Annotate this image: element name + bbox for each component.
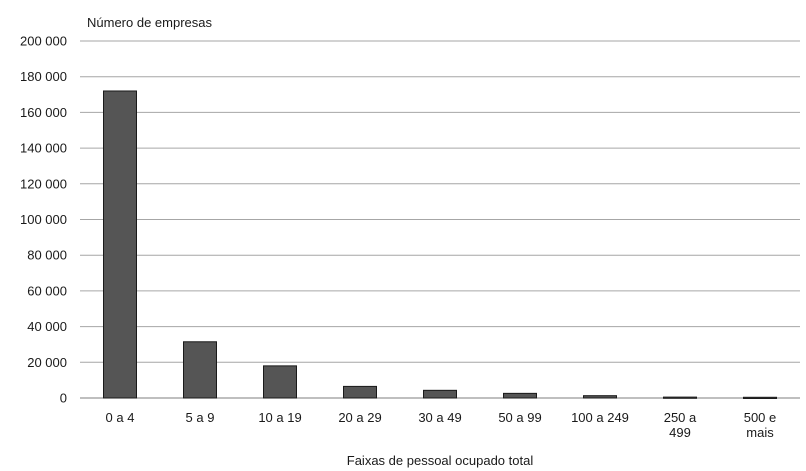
- bar: [503, 392, 537, 399]
- y-tick-label: 40 000: [27, 319, 67, 334]
- y-tick-label: 120 000: [20, 176, 67, 191]
- x-category-label: 30 a 49: [418, 410, 461, 425]
- x-category-label: 10 a 19: [258, 410, 301, 425]
- x-axis-label: Faixas de pessoal ocupado total: [347, 453, 534, 468]
- x-category-labels: 0 a 4 5 a 9 10 a 19 20 a 29 30 a 49 50 a 99 10…: [106, 410, 777, 440]
- x-category-label: 0 a 4: [106, 410, 135, 425]
- bar: [343, 385, 377, 399]
- x-category-label: 20 a 29: [338, 410, 381, 425]
- y-tick-label: 140 000: [20, 141, 67, 156]
- bar: [583, 395, 617, 399]
- y-tick-label: 180 000: [20, 69, 67, 84]
- y-tick-label: 200 000: [20, 34, 67, 49]
- y-tick-label: 100 000: [20, 212, 67, 227]
- bar: [663, 396, 697, 399]
- x-category-label: 500 e mais: [744, 410, 777, 440]
- x-category-label: 50 a 99: [498, 410, 541, 425]
- y-axis-label: Número de empresas: [87, 15, 212, 30]
- y-tick-labels: 0 20 000 40 000 60 000 80 000 100 000 120 000 1…: [20, 34, 67, 406]
- bar: [183, 341, 217, 399]
- y-tick-label: 60 000: [27, 283, 67, 298]
- x-category-label: 250 a 499: [664, 410, 697, 440]
- bars: [103, 90, 777, 399]
- x-category-label: 100 a 249: [571, 410, 629, 425]
- bar: [743, 396, 777, 399]
- y-tick-label: 20 000: [27, 355, 67, 370]
- x-category-label: 5 a 9: [186, 410, 215, 425]
- bar: [263, 365, 297, 399]
- y-tick-label: 160 000: [20, 105, 67, 120]
- y-tick-label: 0: [60, 391, 67, 406]
- bar: [103, 90, 137, 399]
- y-tick-label: 80 000: [27, 248, 67, 263]
- bar: [423, 389, 457, 399]
